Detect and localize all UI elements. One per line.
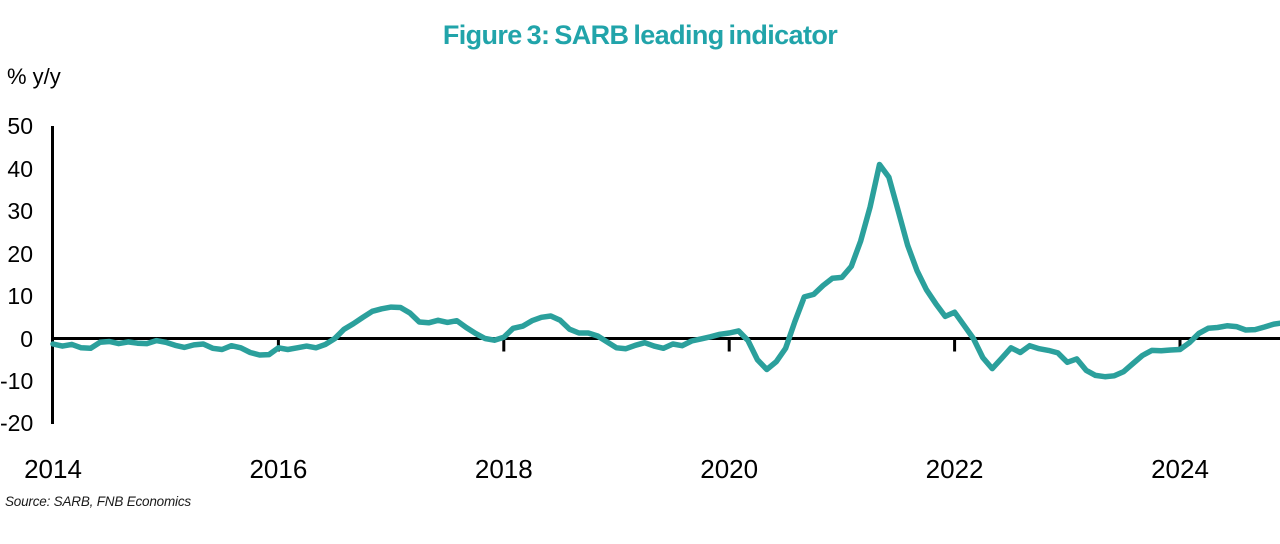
x-tick-label: 2024 — [1151, 454, 1209, 484]
y-tick-label: -10 — [0, 367, 34, 394]
y-tick-label: 30 — [7, 198, 33, 225]
x-tick-label: 2014 — [24, 454, 82, 484]
y-axis-unit-label: % y/y — [7, 64, 61, 89]
x-tick-label: 2018 — [474, 454, 533, 484]
y-tick-label: 20 — [7, 240, 33, 267]
x-tick-label: 2016 — [249, 454, 308, 484]
y-tick-label: -20 — [0, 410, 34, 437]
y-tick-label: 0 — [20, 325, 33, 352]
figure-title: Figure 3: SARB leading indicator — [442, 20, 838, 50]
y-tick-label: 40 — [7, 155, 33, 182]
y-tick-label: 10 — [7, 283, 33, 310]
y-tick-label: 50 — [7, 113, 33, 140]
source-note: Source: SARB, FNB Economics — [5, 494, 191, 509]
x-tick-label: 2022 — [925, 454, 984, 484]
indicator-series-line — [50, 161, 1280, 380]
x-tick-label: 2020 — [700, 454, 759, 484]
